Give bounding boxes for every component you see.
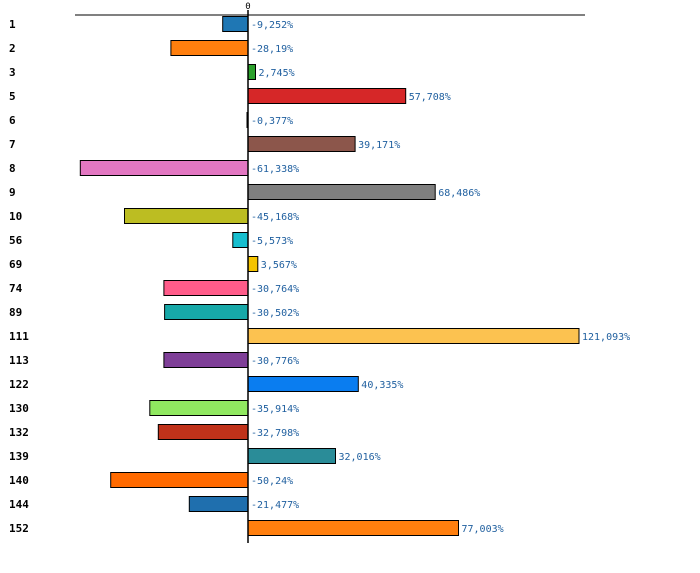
value-label-10: -45,168% (251, 212, 299, 223)
category-label-113: 113 (9, 354, 29, 367)
zero-tick-label: 0 (245, 2, 250, 12)
bar-144 (188, 496, 249, 512)
value-label-122: 40,335% (361, 380, 403, 391)
bar-2 (170, 40, 249, 56)
bar-74 (163, 280, 249, 296)
category-label-8: 8 (9, 162, 16, 175)
value-label-74: -30,764% (251, 284, 299, 295)
value-label-130: -35,914% (251, 404, 299, 415)
category-label-2: 2 (9, 42, 16, 55)
category-label-139: 139 (9, 450, 29, 463)
category-label-56: 56 (9, 234, 23, 247)
value-label-1: -9,252% (251, 20, 293, 31)
bar-8 (79, 160, 249, 176)
value-label-2: -28,19% (251, 44, 293, 55)
bar-139 (247, 448, 336, 464)
value-label-9: 68,486% (438, 188, 480, 199)
value-label-132: -32,798% (251, 428, 299, 439)
value-label-56: -5,573% (251, 236, 293, 247)
category-label-5: 5 (9, 90, 16, 103)
value-label-89: -30,502% (251, 308, 299, 319)
category-label-152: 152 (9, 522, 29, 535)
value-label-113: -30,776% (251, 356, 299, 367)
bar-152 (247, 520, 459, 536)
bar-10 (124, 208, 249, 224)
category-label-10: 10 (9, 210, 22, 223)
bar-56 (232, 232, 249, 248)
bar-132 (157, 424, 249, 440)
bar-113 (163, 352, 249, 368)
bar-140 (110, 472, 249, 488)
value-label-139: 32,016% (339, 452, 381, 463)
category-label-111: 111 (9, 330, 29, 343)
bar-111 (247, 328, 580, 344)
value-label-7: 39,171% (358, 140, 400, 151)
category-label-7: 7 (9, 138, 16, 151)
labels-layer: 1 -9,252% 2 -28,19% 3 2,745% 5 57,708% 6 -0,377% 7… (9, 18, 630, 535)
category-label-74: 74 (9, 282, 23, 295)
value-label-140: -50,24% (251, 476, 293, 487)
category-label-1: 1 (9, 18, 16, 31)
bar-3 (247, 64, 256, 80)
category-label-69: 69 (9, 258, 22, 271)
bar-5 (247, 88, 407, 104)
category-label-132: 132 (9, 426, 29, 439)
category-label-3: 3 (9, 66, 16, 79)
value-label-111: 121,093% (582, 332, 630, 343)
category-label-122: 122 (9, 378, 29, 391)
value-label-69: 3,567% (261, 260, 297, 271)
value-label-3: 2,745% (259, 68, 295, 79)
value-label-8: -61,338% (251, 164, 299, 175)
value-label-6: -0,377% (251, 116, 293, 127)
value-label-5: 57,708% (409, 92, 451, 103)
category-label-144: 144 (9, 498, 29, 511)
value-label-144: -21,477% (251, 500, 299, 511)
bar-130 (149, 400, 249, 416)
category-label-6: 6 (9, 114, 16, 127)
category-label-130: 130 (9, 402, 29, 415)
value-label-152: 77,003% (462, 524, 504, 535)
bar-1 (222, 16, 249, 32)
bars-layer (79, 16, 580, 536)
category-label-9: 9 (9, 186, 16, 199)
category-label-140: 140 (9, 474, 29, 487)
bar-9 (247, 184, 436, 200)
bar-89 (164, 304, 249, 320)
bar-69 (247, 256, 259, 272)
category-label-89: 89 (9, 306, 22, 319)
bar-7 (247, 136, 356, 152)
bar-122 (247, 376, 359, 392)
